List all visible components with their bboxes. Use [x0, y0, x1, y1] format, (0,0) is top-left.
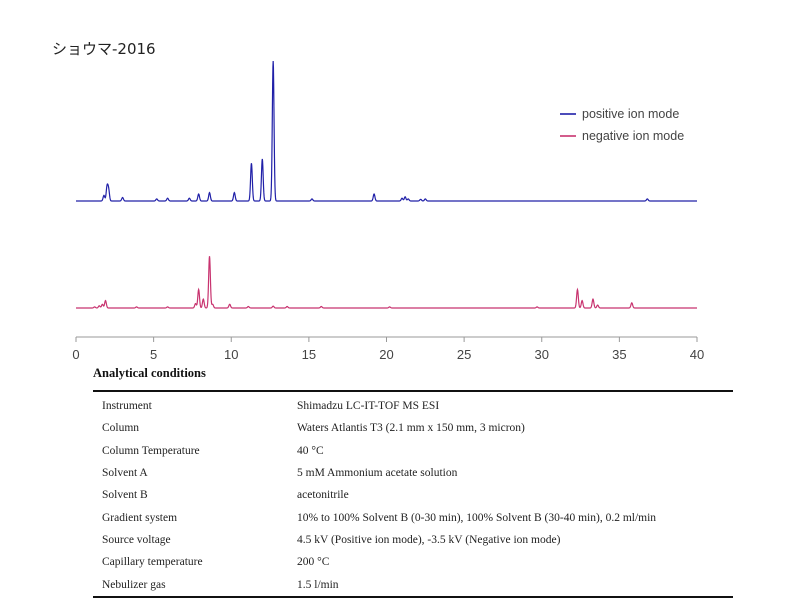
x-axis: 0 5 10 15 20 25 30 35 40: [72, 336, 704, 362]
table-row: Solvent A 5 mM Ammonium acetate solution: [93, 462, 733, 484]
series-line: [76, 60, 697, 202]
table-row: Capillary temperature 200 °C: [93, 551, 733, 573]
x-tick-label: 35: [612, 347, 626, 362]
legend-label: negative ion mode: [582, 129, 684, 143]
condition-label: Source voltage: [102, 533, 171, 546]
condition-value: acetonitrile: [297, 489, 349, 502]
x-tick-label: 15: [302, 347, 316, 362]
condition-value: 10% to 100% Solvent B (0-30 min), 100% S…: [297, 511, 657, 524]
series-line: [76, 256, 697, 309]
condition-label: Column Temperature: [102, 444, 200, 457]
condition-label: Solvent A: [102, 467, 148, 480]
chart-title: ショウマ-2016: [52, 40, 156, 58]
chromatogram-chart: 0 5 10 15 20 25 30 35 40 positive ion mode negati…: [72, 60, 704, 362]
condition-value: 4.5 kV (Positive ion mode), -3.5 kV (Neg…: [297, 533, 561, 546]
conditions-heading: Analytical conditions: [93, 366, 206, 380]
x-tick-label: 10: [224, 347, 238, 362]
table-row: Column Waters Atlantis T3 (2.1 mm x 150 m…: [93, 417, 733, 439]
condition-label: Instrument: [102, 400, 152, 413]
condition-value: 200 °C: [297, 556, 330, 569]
table-row: Instrument Shimadzu LC-IT-TOF MS ESI: [93, 395, 733, 417]
series-positive: [76, 60, 697, 202]
condition-value: Shimadzu LC-IT-TOF MS ESI: [297, 400, 440, 413]
condition-label: Column: [102, 422, 140, 435]
x-tick-label: 25: [457, 347, 471, 362]
condition-value: Waters Atlantis T3 (2.1 mm x 150 mm, 3 m…: [297, 422, 525, 435]
table-row: Nebulizer gas 1.5 l/min: [93, 573, 733, 595]
legend: positive ion mode negative ion mode: [560, 107, 684, 143]
x-tick-label: 0: [72, 347, 79, 362]
series-negative: [76, 256, 697, 309]
conditions-table: Instrument Shimadzu LC-IT-TOF MS ESI Colum…: [93, 390, 733, 598]
condition-label: Solvent B: [102, 489, 148, 502]
table-row: Source voltage 4.5 kV (Positive ion mode)…: [93, 529, 733, 551]
x-tick-label: 30: [535, 347, 549, 362]
condition-label: Gradient system: [102, 511, 178, 524]
condition-label: Capillary temperature: [102, 556, 203, 569]
table-row: Column Temperature 40 °C: [93, 440, 733, 462]
x-tick-label: 20: [379, 347, 393, 362]
condition-label: Nebulizer gas: [102, 578, 166, 591]
condition-value: 1.5 l/min: [297, 578, 339, 591]
x-tick-label: 40: [690, 347, 704, 362]
condition-value: 40 °C: [297, 444, 324, 457]
condition-value: 5 mM Ammonium acetate solution: [297, 467, 458, 480]
x-tick-label: 5: [150, 347, 157, 362]
legend-label: positive ion mode: [582, 107, 679, 121]
traces-group: [76, 60, 697, 309]
table-row: Gradient system 10% to 100% Solvent B (0-…: [93, 506, 733, 528]
table-row: Solvent B acetonitrile: [93, 484, 733, 506]
